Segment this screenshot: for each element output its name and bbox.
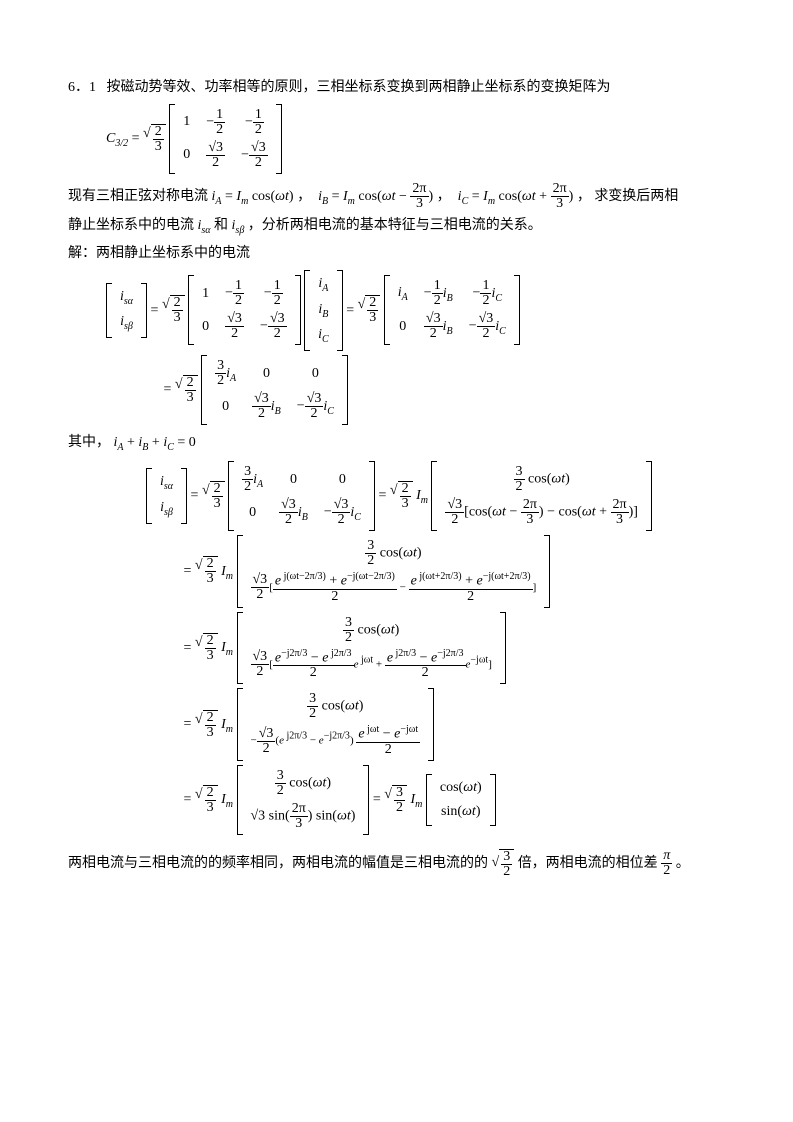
problem-number: 6．1: [68, 80, 96, 95]
problem-line: 6．1 按磁动势等效、功率相等的原则，三相坐标系变换到两相静止坐标系的变换矩阵为: [68, 78, 725, 98]
conclusion-post: 。: [676, 856, 690, 871]
derivation-step3: isαisβ = √23 32iA00 0√32iB−√32iC = √23 I…: [68, 461, 725, 835]
task-text: 求变换后两相: [594, 189, 678, 204]
given-currents: 现有三相正弦对称电流 iA = Im cos(ωt) ， iB = Im cos…: [68, 182, 725, 213]
where-pre: 其中，: [68, 435, 110, 450]
conclusion: 两相电流与三相电流的的频率相同，两相电流的幅值是三相电流的的 √32 倍，两相电…: [68, 849, 725, 879]
and-text: 和: [214, 218, 232, 233]
page-root: 6．1 按磁动势等效、功率相等的原则，三相坐标系变换到两相静止坐标系的变换矩阵为…: [0, 0, 793, 923]
conclusion-mid: 倍，两相电流的相位差: [518, 856, 658, 871]
conclusion-pre: 两相电流与三相电流的的频率相同，两相电流的幅值是三相电流的的: [68, 856, 488, 871]
task-line2: 静止坐标系中的电流 isα 和 isβ ，分析两相电流的基本特征与三相电流的关系…: [68, 216, 725, 238]
where-clause: 其中， iA + iB + iC = 0: [68, 433, 725, 455]
problem-intro: 按磁动势等效、功率相等的原则，三相坐标系变换到两相静止坐标系的变换矩阵为: [107, 80, 611, 95]
sep1: ，: [297, 189, 311, 204]
task-pre: 静止坐标系中的电流: [68, 218, 194, 233]
derivation-step1: isαisβ = √23 1−12−12 0√32−√32 iAiBiC = √…: [68, 270, 725, 425]
task-post: ，分析两相电流的基本特征与三相电流的关系。: [248, 218, 542, 233]
matrix-c32: C3/2 = √23 1 −12 −12 0 √32 −√32: [68, 104, 725, 174]
given-prefix: 现有三相正弦对称电流: [68, 189, 208, 204]
sep3: ，: [577, 189, 591, 204]
sep2: ，: [437, 189, 451, 204]
solution-label: 解：两相静止坐标系中的电流: [68, 244, 725, 264]
